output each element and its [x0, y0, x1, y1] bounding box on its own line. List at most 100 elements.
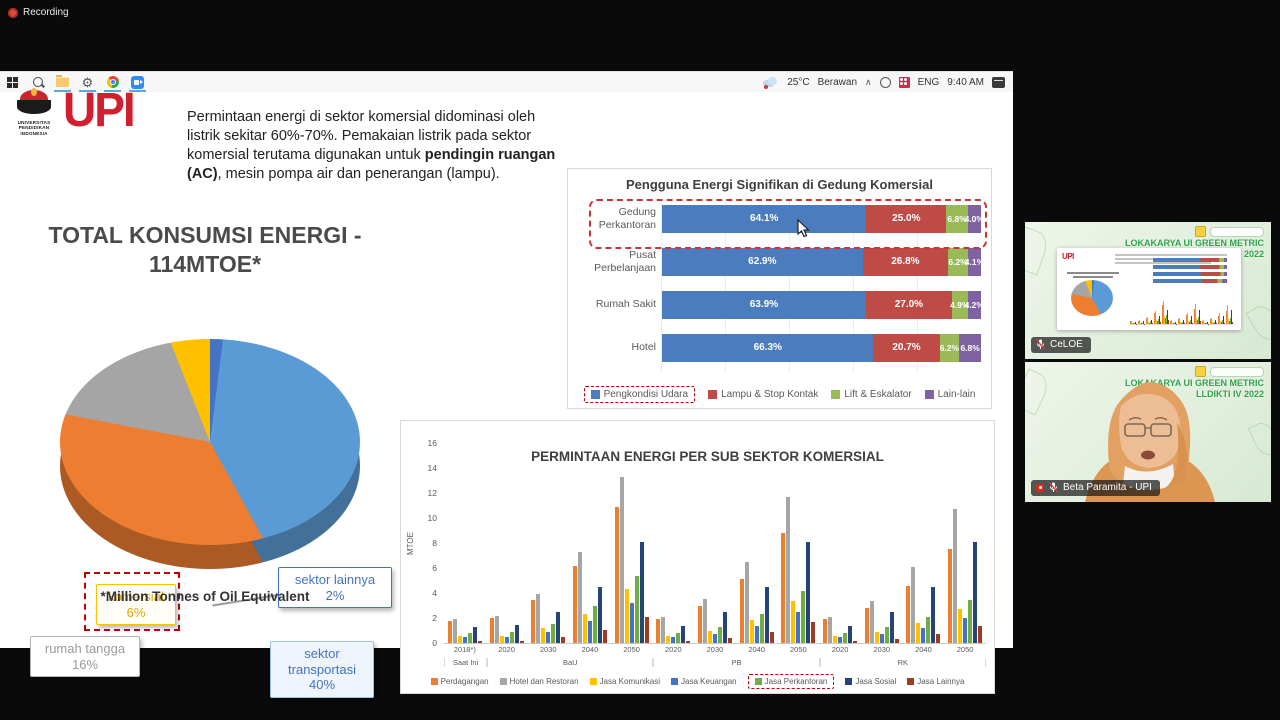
- bar-hotel-dan-restoran: [786, 496, 791, 643]
- mini-bar: [1199, 321, 1201, 324]
- mini-bar: [1163, 316, 1165, 324]
- mini-bar: [1230, 309, 1232, 324]
- mini-bar: [1154, 311, 1156, 324]
- mini-bar: [1140, 323, 1142, 324]
- tray-language[interactable]: ENG: [917, 76, 940, 88]
- mini-bar: [1165, 314, 1167, 324]
- stacked-segment: 4.9%: [950, 290, 969, 319]
- bar-group-2030: [527, 443, 569, 643]
- notification-center-icon[interactable]: [992, 76, 1005, 88]
- bar-jasa-perkantoran: [676, 633, 681, 643]
- recording-indicator[interactable]: Recording: [8, 7, 69, 18]
- tray-chevron-icon[interactable]: ∧: [865, 76, 872, 87]
- mini-bar: [1137, 320, 1139, 324]
- x-label-year: 2030: [873, 645, 891, 654]
- mini-bar: [1169, 320, 1171, 324]
- tray-weather[interactable]: Berawan: [817, 76, 858, 88]
- bar-jasa-sosial: [764, 586, 769, 643]
- mini-bar: [1229, 317, 1231, 324]
- bar-jasa-lainnya: [561, 637, 566, 643]
- pie-chart: sektor lainnya 2% komersial 6% rumah tangg…: [30, 339, 392, 698]
- bar-jasa-sosial: [681, 625, 686, 643]
- x-label-year: 2020: [664, 645, 682, 654]
- bar-group-2050: [944, 443, 986, 643]
- legend-item: Jasa Komunikasi: [589, 677, 660, 686]
- tray-temperature[interactable]: 25°C: [787, 76, 810, 88]
- stacked-segment: 6.2%: [939, 333, 960, 362]
- mini-bar: [1206, 321, 1208, 324]
- x-label-year: 2040: [748, 645, 765, 654]
- mini-bar: [1151, 323, 1153, 324]
- mini-bar: [1195, 318, 1197, 324]
- mini-bar: [1183, 323, 1185, 324]
- taskbar-search-button[interactable]: [25, 72, 50, 92]
- bar-jasa-keuangan: [504, 636, 509, 643]
- participant-recording-icon: [1036, 483, 1044, 492]
- participant-video-beta-paramita[interactable]: LOKAKARYA UI GREEN METRIC LLDIKTI IV 2022: [1025, 362, 1271, 502]
- bar-jasa-perkantoran: [926, 616, 931, 643]
- intro-paragraph: Permintaan energi di sektor komersial di…: [187, 108, 565, 185]
- tray-teams-icon[interactable]: [898, 76, 910, 88]
- grouped-chart-year-labels: 2018*) 2020 2030 2040 2050 2020 2030 2040 2050 20…: [444, 645, 986, 654]
- mini-group: [1177, 317, 1185, 324]
- mini-bar: [1173, 322, 1175, 324]
- y-tick: 8: [432, 538, 437, 548]
- komersial-highlight-box: [84, 572, 180, 631]
- bar-jasa-lainnya: [853, 640, 858, 643]
- tray-time[interactable]: 9:40 AM: [947, 76, 984, 88]
- bar-jasa-lainnya: [894, 638, 899, 643]
- mini-bar: [1225, 310, 1227, 324]
- taskbar-explorer-button[interactable]: [50, 72, 75, 92]
- bar-jasa-lainnya: [769, 632, 774, 643]
- taskbar-zoom-button[interactable]: [125, 72, 150, 92]
- legend-item: Lampu & Stop Kontak: [708, 389, 818, 400]
- mini-bar: [1212, 322, 1214, 324]
- mini-bar: [1226, 305, 1228, 324]
- mouse-cursor: [797, 219, 810, 238]
- stacked-chart-rows: Gedung Perkantoran 64.1% 25.0% 6.8% 4.0% Pusa…: [574, 197, 984, 369]
- bar-jasa-keuangan: [587, 621, 592, 643]
- x-label-year: 2050: [623, 645, 640, 654]
- mini-bar: [1193, 308, 1195, 324]
- pie-heading-line2: 114MTOE*: [148, 250, 262, 277]
- mini-bar: [1218, 313, 1220, 324]
- bar-group-2040: [903, 443, 945, 643]
- tray-clock-icon[interactable]: [879, 76, 891, 88]
- bar-jasa-keuangan: [629, 603, 634, 643]
- y-tick: 6: [432, 563, 437, 573]
- mini-strip: [1153, 265, 1227, 269]
- weather-icon[interactable]: [763, 76, 779, 89]
- bar-group-2050: [778, 443, 820, 643]
- mini-bar: [1148, 322, 1150, 324]
- bar-jasa-keuangan: [462, 637, 467, 643]
- bar-hotel-dan-restoran: [577, 552, 582, 643]
- x-label-year: 2040: [581, 645, 599, 654]
- mini-bar: [1189, 319, 1191, 324]
- legend-swatch-icon: [430, 678, 438, 685]
- y-tick: 14: [427, 463, 437, 473]
- bar-perdagangan: [823, 619, 828, 643]
- mini-bar: [1146, 317, 1148, 324]
- pie-label-sektor-lainnya: sektor lainnya 2%: [278, 567, 392, 609]
- shared-screen: UNIVERSITAS PENDIDIKAN INDONESIA UPI Per…: [0, 71, 1013, 698]
- logo-chip-icon: [1195, 226, 1206, 237]
- upi-emblem-text: UNIVERSITAS PENDIDIKAN INDONESIA: [17, 120, 51, 136]
- start-button[interactable]: [0, 72, 25, 92]
- bar-jasa-lainnya: [519, 640, 524, 643]
- participant-name: CeLOE: [1050, 339, 1083, 350]
- mini-group: [1225, 305, 1233, 324]
- mini-bar: [1147, 321, 1149, 324]
- bar-jasa-komunikasi: [916, 623, 921, 643]
- taskbar-settings-button[interactable]: ⚙: [75, 72, 100, 92]
- mini-bar: [1201, 320, 1203, 324]
- taskbar-chrome-button[interactable]: [100, 72, 125, 92]
- logo-banner-icon: [1210, 366, 1264, 377]
- bar-jasa-sosial: [597, 586, 602, 643]
- muted-mic-icon: [1036, 339, 1045, 350]
- bar-jasa-komunikasi: [958, 609, 963, 643]
- mini-bar: [1223, 322, 1225, 324]
- stacked-row-pusat-perbelanjaan: Pusat Perbelanjaan 62.9% 26.8% 6.2% 4.1%: [574, 240, 984, 283]
- stacked-row-label: Hotel: [631, 341, 656, 354]
